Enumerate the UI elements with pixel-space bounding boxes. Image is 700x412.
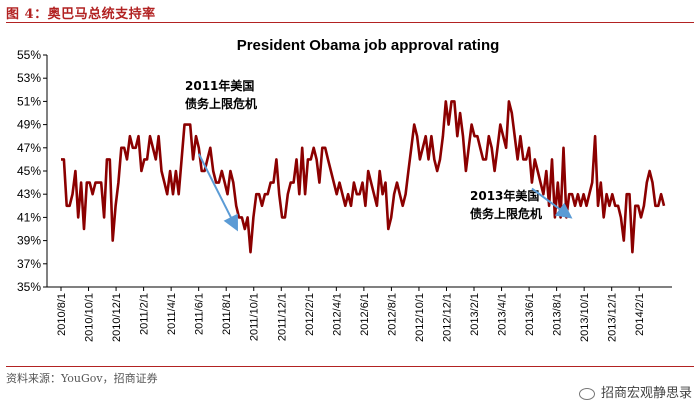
annotation-line-2: 债务上限危机	[470, 206, 542, 221]
y-tick-label: 43%	[17, 187, 41, 201]
x-tick-label: 2012/2/1	[304, 293, 316, 336]
x-tick-label: 2011/4/1	[166, 293, 178, 335]
wechat-icon	[578, 387, 595, 400]
x-tick-label: 2013/4/1	[497, 293, 509, 336]
x-tick-label: 2010/10/1	[84, 293, 96, 342]
source-rule	[6, 366, 694, 367]
y-tick-label: 41%	[17, 210, 41, 224]
x-tick-label: 2010/8/1	[56, 293, 68, 336]
x-tick-label: 2012/8/1	[386, 293, 398, 336]
y-tick-label: 53%	[17, 71, 41, 85]
x-tick-label: 2012/10/1	[414, 293, 426, 342]
x-tick-label: 2011/12/1	[276, 293, 288, 341]
annotation-line-2: 债务上限危机	[185, 96, 257, 111]
y-tick-label: 49%	[17, 118, 41, 132]
y-tick-label: 51%	[17, 94, 41, 108]
x-tick-label: 2012/6/1	[359, 293, 371, 336]
series-line-approval	[61, 100, 666, 254]
title-rule	[6, 22, 694, 23]
x-tick-label: 2014/2/1	[634, 293, 646, 336]
x-tick-label: 2013/6/1	[524, 293, 536, 336]
annotation-arrow	[197, 153, 238, 232]
brand-watermark: 招商宏观静思录	[578, 382, 692, 401]
annotation-line-1: 2013年美国	[470, 188, 539, 203]
x-tick-label: 2013/12/1	[607, 293, 619, 342]
approval-line-chart: President Obama job approval rating 35% 3…	[17, 37, 672, 342]
x-tick-label: 2012/4/1	[331, 293, 343, 336]
brand-name: 招商宏观静思录	[600, 386, 692, 401]
x-tick-label: 2011/10/1	[249, 293, 261, 341]
source-note: 资料来源：YouGov，招商证券	[6, 372, 158, 385]
x-tick-label: 2010/12/1	[111, 293, 123, 342]
y-tick-label: 47%	[17, 141, 41, 155]
x-tick-label: 2013/8/1	[552, 293, 564, 336]
x-tick-label: 2013/2/1	[469, 293, 481, 336]
y-tick-label: 35%	[17, 280, 41, 294]
x-tick-label: 2011/6/1	[194, 293, 206, 335]
x-tick-label: 2012/12/1	[441, 293, 453, 342]
x-tick-label: 2013/10/1	[579, 293, 591, 342]
annotation-line-1: 2011年美国	[185, 78, 254, 93]
y-tick-label: 55%	[17, 48, 41, 62]
figure-title: 图 4：奥巴马总统支持率	[6, 7, 156, 22]
annotation-arrow	[531, 187, 573, 219]
chart-title: President Obama job approval rating	[237, 37, 500, 54]
y-tick-label: 45%	[17, 164, 41, 178]
y-tick-label: 37%	[17, 257, 41, 271]
x-tick-label: 2011/2/1	[139, 293, 151, 335]
x-tick-label: 2011/8/1	[221, 293, 233, 335]
y-tick-label: 39%	[17, 234, 41, 248]
